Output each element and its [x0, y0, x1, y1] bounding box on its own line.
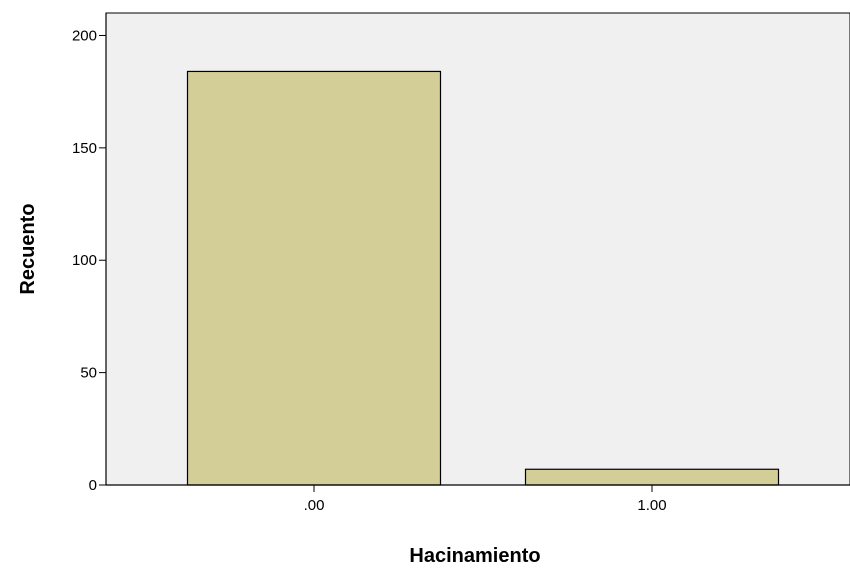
y-tick-label: 150 [72, 140, 97, 157]
y-tick-label: 100 [72, 252, 97, 269]
bars-group [186, 70, 780, 486]
y-tick-label: 50 [80, 365, 97, 382]
x-tick-label: 1.00 [637, 497, 666, 514]
x-tick-label: .00 [304, 497, 325, 514]
y-tick-label: 0 [89, 477, 97, 494]
bar-p00 [186, 70, 442, 486]
y-axis: 0 50 100 150 200 [72, 13, 107, 494]
bar-1p00 [524, 468, 780, 486]
x-axis: .00 1.00 [106, 484, 850, 514]
y-tick-label: 200 [72, 27, 97, 44]
x-axis-title: Hacinamiento [409, 545, 540, 567]
y-axis-title: Recuento [17, 203, 39, 294]
